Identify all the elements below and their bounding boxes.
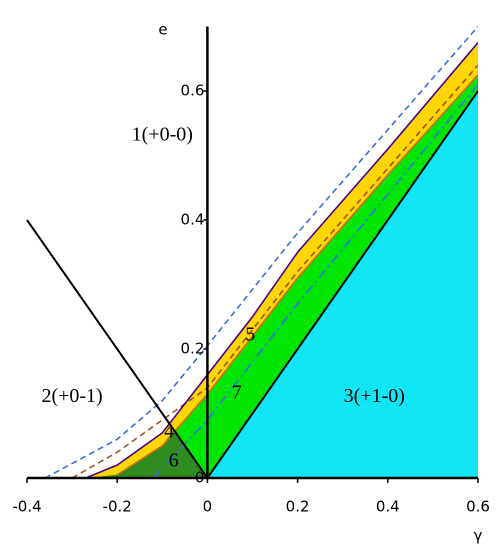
x-tick-label: 0.6	[466, 498, 490, 516]
curve	[26, 219, 209, 479]
region-label: 5	[245, 324, 255, 346]
x-axis-label: γ	[474, 527, 483, 545]
x-tick-label: -0.4	[12, 498, 41, 516]
curve	[116, 74, 478, 476]
region-label: 3(+1-0)	[344, 385, 405, 407]
curve	[152, 84, 478, 479]
y-tick-label: 0	[195, 469, 205, 487]
y-tick-label: 0.6	[181, 82, 205, 100]
region-label: 1(+0-0)	[132, 124, 193, 146]
curve	[85, 42, 478, 479]
axes: -0.4 -0.2 0 0.2 0.4 0.6 0 0.2 0.4 0.6 1(+0-0) 2(+0-…	[12, 26, 490, 516]
x-tick-label: 0.2	[286, 498, 310, 516]
regions	[85, 42, 478, 478]
x-tick-label: 0	[203, 498, 213, 516]
region-label: 2(+0-1)	[41, 385, 102, 407]
region-label: 4	[164, 420, 174, 442]
x-tick-label: 0.4	[376, 498, 400, 516]
y-tick-label: 0.2	[181, 340, 205, 358]
region-label: 6	[169, 449, 179, 471]
region	[85, 429, 208, 478]
region-label: 7	[232, 382, 242, 404]
x-tick-label: -0.2	[103, 498, 132, 516]
y-axis-label: e	[158, 21, 167, 39]
curve	[206, 90, 478, 479]
y-tick-label: 0.4	[181, 211, 205, 229]
